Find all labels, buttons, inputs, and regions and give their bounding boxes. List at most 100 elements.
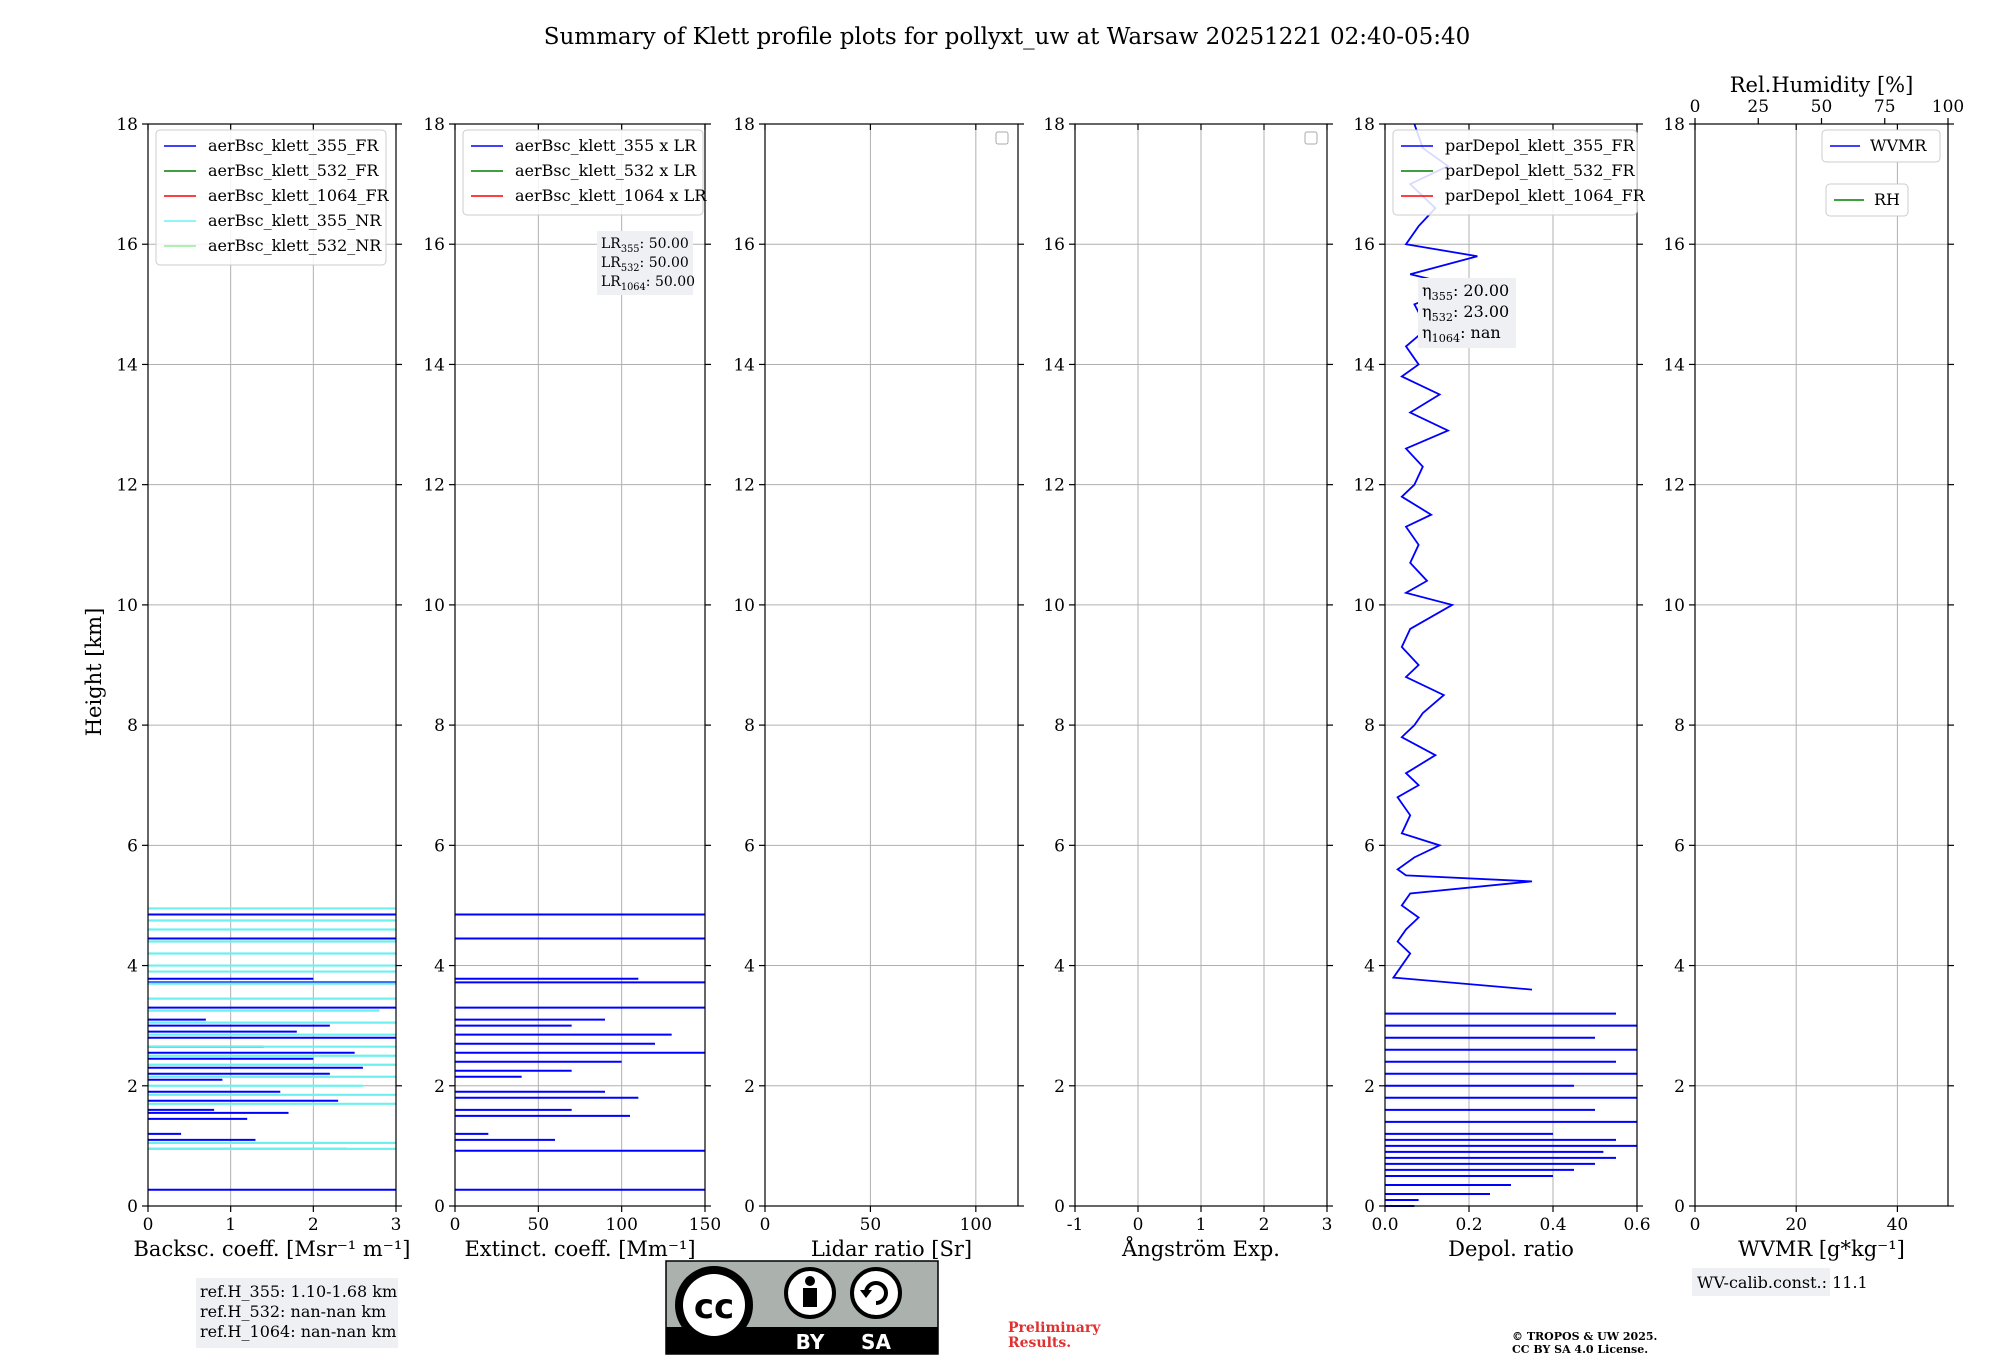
cc-circle-inner — [683, 1274, 745, 1336]
plot-frame — [764, 123, 1019, 1207]
note-line: WV-calib.const.: 11.1 — [1697, 1273, 1868, 1292]
y-tick-label: 12 — [1353, 476, 1375, 496]
y-tick-label: 0 — [1674, 1197, 1685, 1217]
x-tick-label: 150 — [689, 1215, 721, 1235]
y-tick-label: 14 — [1353, 355, 1375, 375]
legend: aerBsc_klett_355 x LR aerBsc_klett_532 x … — [462, 129, 707, 216]
cc-license-badge[interactable]: cc BY SA — [665, 1260, 939, 1355]
y-tick-label: 16 — [1663, 235, 1685, 255]
sa-icon-arrow — [860, 1290, 872, 1298]
y-tick-label: 0 — [434, 1197, 445, 1217]
top-x-axis-label: Rel.Humidity [%] — [1730, 73, 1914, 97]
y-tick-label: 18 — [1043, 115, 1065, 135]
x-tick-label: 2 — [308, 1215, 319, 1235]
sa-text: SA — [861, 1330, 891, 1354]
x-tick-label: 100 — [960, 1215, 992, 1235]
y-tick-label: 12 — [733, 476, 755, 496]
y-tick-label: 0 — [1364, 1197, 1375, 1217]
x-axis-label: Lidar ratio [Sr] — [811, 1237, 972, 1261]
y-tick-label: 8 — [1054, 716, 1065, 736]
legend-entry: aerBsc_klett_532 x LR — [515, 161, 697, 180]
top-x-tick-label: 0 — [1690, 97, 1701, 117]
note-line: LR355: 50.00 — [601, 236, 689, 255]
y-tick-label: 18 — [1663, 115, 1685, 135]
y-tick-label: 18 — [116, 115, 138, 135]
legend-entry: aerBsc_klett_532_FR — [208, 161, 379, 180]
y-tick-label: 6 — [1364, 836, 1375, 856]
y-tick-label: 2 — [1364, 1077, 1375, 1097]
legend-frame — [1821, 129, 1941, 163]
x-tick-label: -1 — [1067, 1215, 1084, 1235]
sa-icon — [850, 1267, 902, 1319]
y-tick-label: 14 — [1043, 355, 1065, 375]
x-axis-label: Extinct. coeff. [Mm⁻¹] — [464, 1237, 695, 1261]
y-tick-label: 0 — [744, 1197, 755, 1217]
x-tick-label: 0 — [1690, 1215, 1701, 1235]
note-box — [1692, 1268, 1830, 1296]
cc-text: cc — [694, 1287, 734, 1327]
series-line-parDepol_klett_355_FR — [1391, 123, 1533, 991]
by-icon-head — [805, 1276, 815, 1286]
y-tick-label: 10 — [1353, 596, 1375, 616]
plot-frame — [147, 123, 397, 1207]
y-tick-label: 2 — [1674, 1077, 1685, 1097]
y-tick-label: 14 — [423, 355, 445, 375]
legend-entry: parDepol_klett_532_FR — [1445, 161, 1636, 180]
y-tick-label: 6 — [127, 836, 138, 856]
y-tick-label: 2 — [127, 1077, 138, 1097]
legend-entry: aerBsc_klett_1064_FR — [208, 186, 390, 205]
y-tick-label: 8 — [127, 716, 138, 736]
x-tick-label: 2 — [1259, 1215, 1270, 1235]
panel-depol: 0.0 0.2 0.4 0.6 0 2 4 6 8 10 12 14 16 18 Depol. ratio p… — [1353, 115, 1650, 1261]
y-tick-label: 6 — [434, 836, 445, 856]
y-tick-label: 4 — [434, 957, 445, 977]
legend-box-wvmr: WVMR — [1821, 129, 1941, 163]
copyright-line-2: CC BY SA 4.0 License. — [1512, 1343, 1648, 1356]
empty-legend-box — [995, 131, 1009, 145]
y-tick-label: 14 — [733, 355, 755, 375]
y-tick-label: 16 — [1043, 235, 1065, 255]
by-text: BY — [796, 1330, 825, 1354]
note-line: η355: 20.00 — [1422, 281, 1509, 303]
y-tick-label: 12 — [1043, 476, 1065, 496]
y-tick-label: 18 — [423, 115, 445, 135]
note-line: LR1064: 50.00 — [601, 274, 695, 293]
legend-entry: aerBsc_klett_355 x LR — [515, 136, 697, 155]
y-axis-label: Height [km] — [82, 608, 106, 737]
x-tick-label: 50 — [860, 1215, 882, 1235]
legend-frame — [1392, 129, 1638, 216]
x-axis-label: WVMR [g*kg⁻¹] — [1738, 1237, 1905, 1261]
note-line: LR532: 50.00 — [601, 255, 689, 274]
note-line: ref.H_355: 1.10-1.68 km — [200, 1282, 397, 1301]
x-tick-label: 1 — [225, 1215, 236, 1235]
by-icon-body — [803, 1288, 817, 1307]
y-tick-label: 16 — [116, 235, 138, 255]
y-tick-label: 6 — [1054, 836, 1065, 856]
y-tick-label: 6 — [1674, 836, 1685, 856]
y-tick-label: 16 — [733, 235, 755, 255]
y-tick-label: 2 — [744, 1077, 755, 1097]
note-box — [1418, 278, 1516, 348]
panel-extinction: 0 50 100 150 0 2 4 6 8 10 12 14 16 18 Extinct. coeff. … — [423, 115, 721, 1261]
x-tick-label: 3 — [1322, 1215, 1333, 1235]
y-tick-label: 12 — [423, 476, 445, 496]
x-tick-label: 20 — [1785, 1215, 1807, 1235]
y-tick-label: 14 — [1663, 355, 1685, 375]
preliminary-line-1: Preliminary — [1008, 1320, 1101, 1336]
y-tick-label: 0 — [1054, 1197, 1065, 1217]
y-tick-label: 10 — [423, 596, 445, 616]
x-axis-label: Depol. ratio — [1448, 1237, 1574, 1261]
y-tick-label: 10 — [1043, 596, 1065, 616]
copyright-line-1: © TROPOS & UW 2025. — [1512, 1330, 1657, 1343]
x-tick-label: 0 — [1133, 1215, 1144, 1235]
note-line: ref.H_532: nan-nan km — [200, 1302, 386, 1321]
note-line: ref.H_1064: nan-nan km — [200, 1322, 396, 1341]
panel-wvmr: 0 20 40 0 2 4 6 8 10 12 14 16 18 WVMR [g*kg⁻¹] 0 25 50 75… — [1663, 73, 1964, 1296]
legend-entry: WVMR — [1870, 136, 1927, 155]
x-tick-label: 0.2 — [1455, 1215, 1482, 1235]
